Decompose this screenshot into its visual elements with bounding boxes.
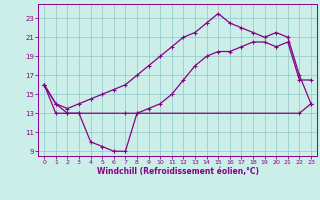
X-axis label: Windchill (Refroidissement éolien,°C): Windchill (Refroidissement éolien,°C) <box>97 167 259 176</box>
